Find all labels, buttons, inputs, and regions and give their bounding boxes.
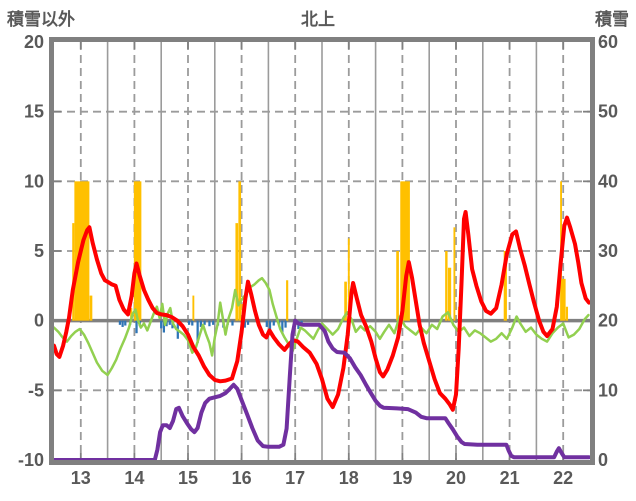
right-tick-label: 0	[598, 450, 608, 470]
orange-bars	[396, 251, 399, 321]
plot-border	[49, 37, 595, 465]
x-tick-label: 20	[446, 468, 466, 488]
x-tick-label: 22	[553, 468, 573, 488]
blue-bars	[135, 320, 138, 334]
left-tick-label: -5	[28, 380, 44, 400]
orange-bars	[133, 181, 142, 321]
orange-bars	[89, 295, 93, 321]
left-tick-label: 0	[34, 311, 44, 331]
right-axis-title: 積雪	[595, 10, 629, 29]
blue-bars	[160, 320, 163, 329]
left-tick-label: -10	[18, 450, 44, 470]
orange-bars	[503, 251, 507, 321]
x-tick-label: 19	[392, 468, 412, 488]
right-tick-label: 30	[598, 241, 618, 261]
blue-bars	[191, 320, 194, 326]
orange-bars	[72, 223, 75, 321]
chart-title: 北上	[301, 10, 335, 29]
blue-bars	[196, 320, 199, 343]
blue-bars	[212, 320, 215, 325]
right-tick-label: 50	[598, 102, 618, 122]
orange-bars	[561, 278, 566, 321]
orange-bars	[565, 306, 569, 321]
blue-bars	[265, 320, 268, 327]
blue-bars	[208, 320, 211, 327]
blue-bars	[272, 320, 275, 326]
left-tick-label: 15	[24, 102, 44, 122]
blue-bars	[168, 320, 171, 325]
x-tick-label: 21	[500, 468, 520, 488]
left-tick-label: 5	[34, 241, 44, 261]
orange-bars	[192, 295, 195, 321]
x-tick-label: 14	[124, 468, 144, 488]
blue-bars	[121, 320, 124, 327]
blue-bars	[268, 320, 272, 331]
orange-bars	[400, 181, 410, 321]
purple-line	[52, 318, 591, 462]
blue-bars	[124, 320, 127, 326]
blue-bars	[231, 320, 234, 326]
x-tick-label: 15	[178, 468, 198, 488]
blue-bars	[162, 320, 166, 333]
right-tick-label: 10	[598, 380, 618, 400]
orange-bars	[235, 223, 239, 321]
blue-bars	[118, 320, 122, 325]
right-tick-label: 40	[598, 171, 618, 191]
green-line	[52, 276, 590, 377]
orange-bars	[445, 251, 448, 321]
right-tick-label: 60	[598, 32, 618, 52]
x-tick-label: 16	[232, 468, 252, 488]
blue-bars	[246, 320, 250, 325]
blue-bars	[243, 320, 246, 328]
left-tick-label: 10	[24, 171, 44, 191]
left-axis-title: 積雪以外	[7, 10, 75, 29]
blue-bars	[284, 320, 287, 328]
right-tick-label: 20	[598, 311, 618, 331]
blue-bars	[281, 320, 284, 334]
x-tick-label: 13	[71, 468, 91, 488]
orange-bars	[238, 181, 242, 321]
orange-bars	[453, 227, 456, 321]
x-tick-label: 17	[285, 468, 305, 488]
orange-bars	[347, 238, 350, 321]
blue-bars	[203, 320, 206, 325]
orange-bars	[344, 281, 347, 321]
blue-bars	[187, 320, 191, 325]
left-tick-label: 20	[24, 32, 44, 52]
red-line	[52, 210, 591, 412]
orange-bars	[447, 267, 452, 321]
orange-bars	[286, 280, 289, 321]
orange-bars	[130, 308, 133, 321]
x-tick-label: 18	[339, 468, 359, 488]
blue-bars	[199, 320, 202, 327]
